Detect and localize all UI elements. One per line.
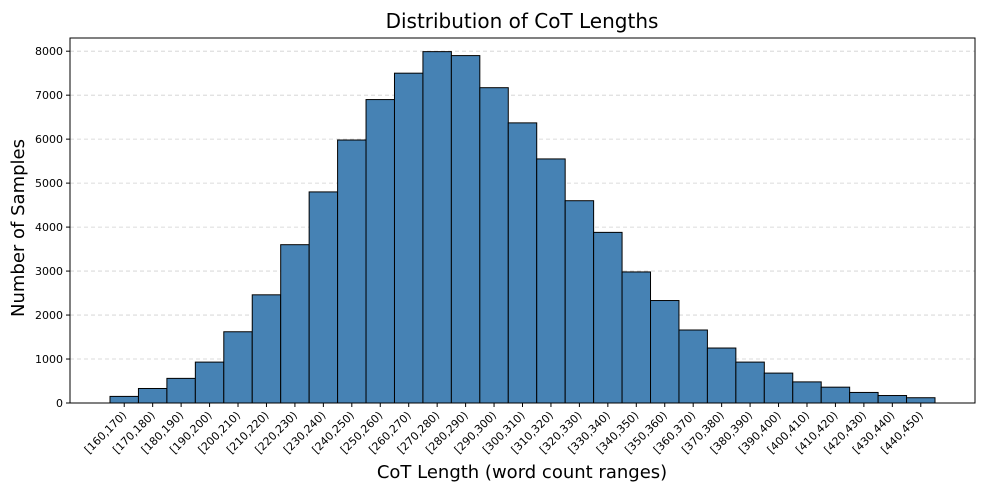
- bar: [792, 381, 822, 404]
- bar: [706, 347, 737, 404]
- y-tick-label: 5000: [35, 177, 63, 190]
- bar: [479, 87, 509, 404]
- bar: [308, 191, 339, 404]
- bar: [337, 139, 367, 404]
- bar: [422, 51, 452, 404]
- bar: [877, 395, 908, 404]
- bar: [906, 397, 936, 404]
- bar: [251, 294, 282, 404]
- bar: [280, 244, 310, 404]
- bar: [194, 361, 225, 404]
- y-axis-ticks: 0 1000 2000 3000 4000 5000 6000 7000 8000: [35, 45, 70, 410]
- chart-title: Distribution of CoT Lengths: [386, 9, 659, 33]
- y-tick-label: 2000: [35, 309, 63, 322]
- y-tick-label: 6000: [35, 133, 63, 146]
- bars: [109, 51, 936, 404]
- x-axis-ticks: [160,170)[170,180)[180,190)[190,200)[200…: [82, 403, 926, 456]
- bar: [365, 99, 395, 404]
- bar: [735, 361, 765, 404]
- y-tick-label: 3000: [35, 265, 63, 278]
- bar: [849, 391, 879, 404]
- bar: [166, 377, 196, 404]
- x-axis-title: CoT Length (word count ranges): [377, 462, 667, 483]
- bar: [650, 300, 680, 404]
- bar: [678, 329, 708, 404]
- bar: [450, 55, 481, 404]
- y-tick-label: 4000: [35, 221, 63, 234]
- y-tick-label: 7000: [35, 89, 63, 102]
- bar: [621, 271, 652, 404]
- y-tick-label: 0: [56, 397, 63, 410]
- bar: [564, 200, 595, 404]
- bar: [223, 331, 253, 404]
- bar: [393, 72, 424, 404]
- y-tick-label: 1000: [35, 353, 63, 366]
- bar: [763, 372, 794, 404]
- bar: [820, 386, 851, 404]
- bar: [507, 122, 538, 404]
- bar: [536, 158, 566, 404]
- bar: [137, 387, 168, 404]
- bar: [593, 231, 623, 404]
- bar: [109, 395, 139, 404]
- grid-lines: [70, 50, 975, 360]
- y-tick-label: 8000: [35, 45, 63, 58]
- y-axis-title: Number of Samples: [8, 139, 29, 317]
